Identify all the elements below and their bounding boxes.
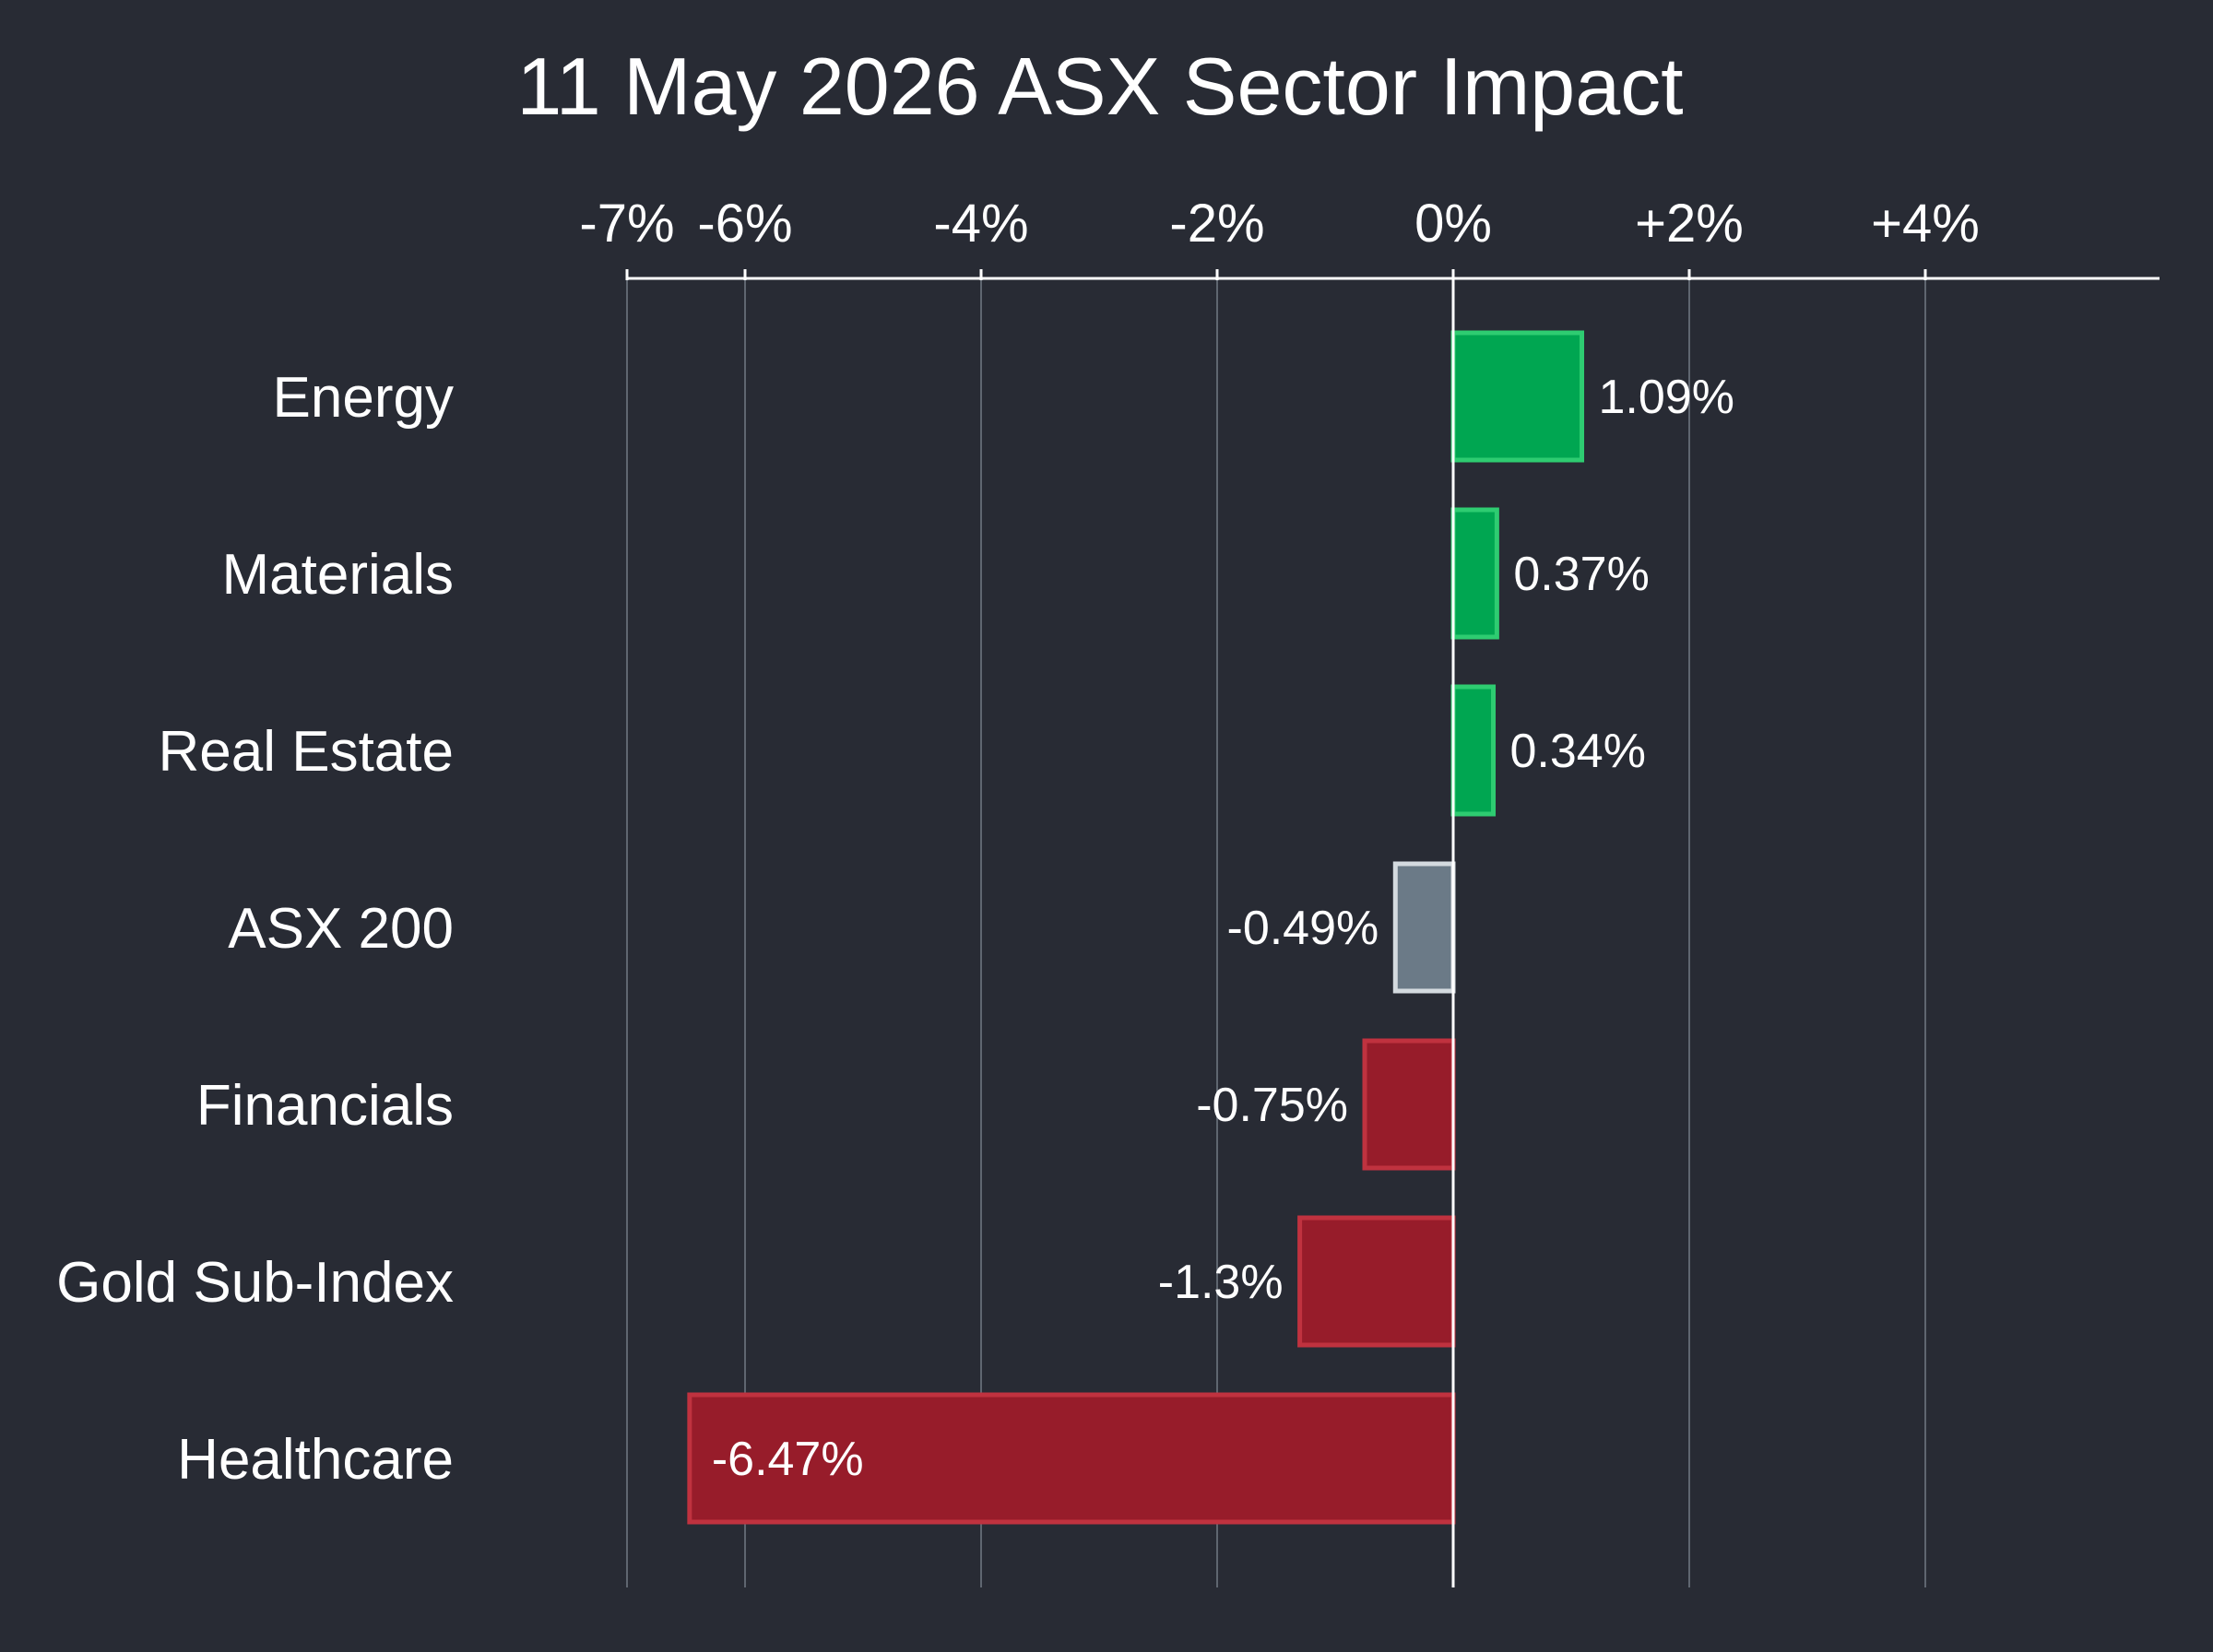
value-label: 0.34% [1510, 725, 1646, 778]
bar-gold-sub-index [1297, 1215, 1456, 1348]
value-label: -6.47% [712, 1433, 864, 1486]
bar-energy [1450, 330, 1585, 463]
chart-title: 11 May 2026 ASX Sector Impact [516, 41, 1683, 132]
bar-healthcare [687, 1392, 1456, 1525]
bars [687, 278, 1585, 1587]
category-label: Gold Sub-Index [56, 1251, 454, 1315]
value-label: -1.3% [1158, 1256, 1284, 1309]
category-label: Healthcare [177, 1428, 454, 1492]
category-label: Financials [196, 1074, 454, 1138]
x-tick-label: +4% [1871, 194, 1980, 254]
value-label: 1.09% [1599, 371, 1734, 424]
bar-materials [1450, 507, 1499, 640]
category-label: Energy [273, 366, 454, 430]
x-tick-label: 0% [1414, 194, 1492, 254]
x-tick-label: -6% [697, 194, 792, 254]
category-label: ASX 200 [228, 897, 454, 961]
x-tick-label: -4% [933, 194, 1028, 254]
category-label: Materials [221, 543, 454, 607]
x-tick-label: +2% [1635, 194, 1744, 254]
gridlines [626, 278, 1926, 1587]
category-label: Real Estate [158, 720, 454, 784]
value-label: 0.37% [1513, 548, 1649, 601]
bar-financials [1362, 1038, 1456, 1171]
bar-real-estate [1450, 684, 1497, 817]
category-labels: Energy Materials Real Estate ASX 200 Financi… [56, 366, 454, 1492]
value-label: -0.75% [1196, 1079, 1348, 1132]
x-tick-label: -7% [579, 194, 674, 254]
x-tick-label: -2% [1169, 194, 1264, 254]
bar-asx-200 [1392, 861, 1456, 994]
x-axis: -7% -6% -4% -2% 0% +2% +4% [579, 194, 2160, 280]
value-labels: 1.09% 0.37% 0.34% -0.49% -0.75% -1.3% -6.47% [712, 371, 1734, 1486]
value-label: -0.49% [1227, 902, 1379, 955]
